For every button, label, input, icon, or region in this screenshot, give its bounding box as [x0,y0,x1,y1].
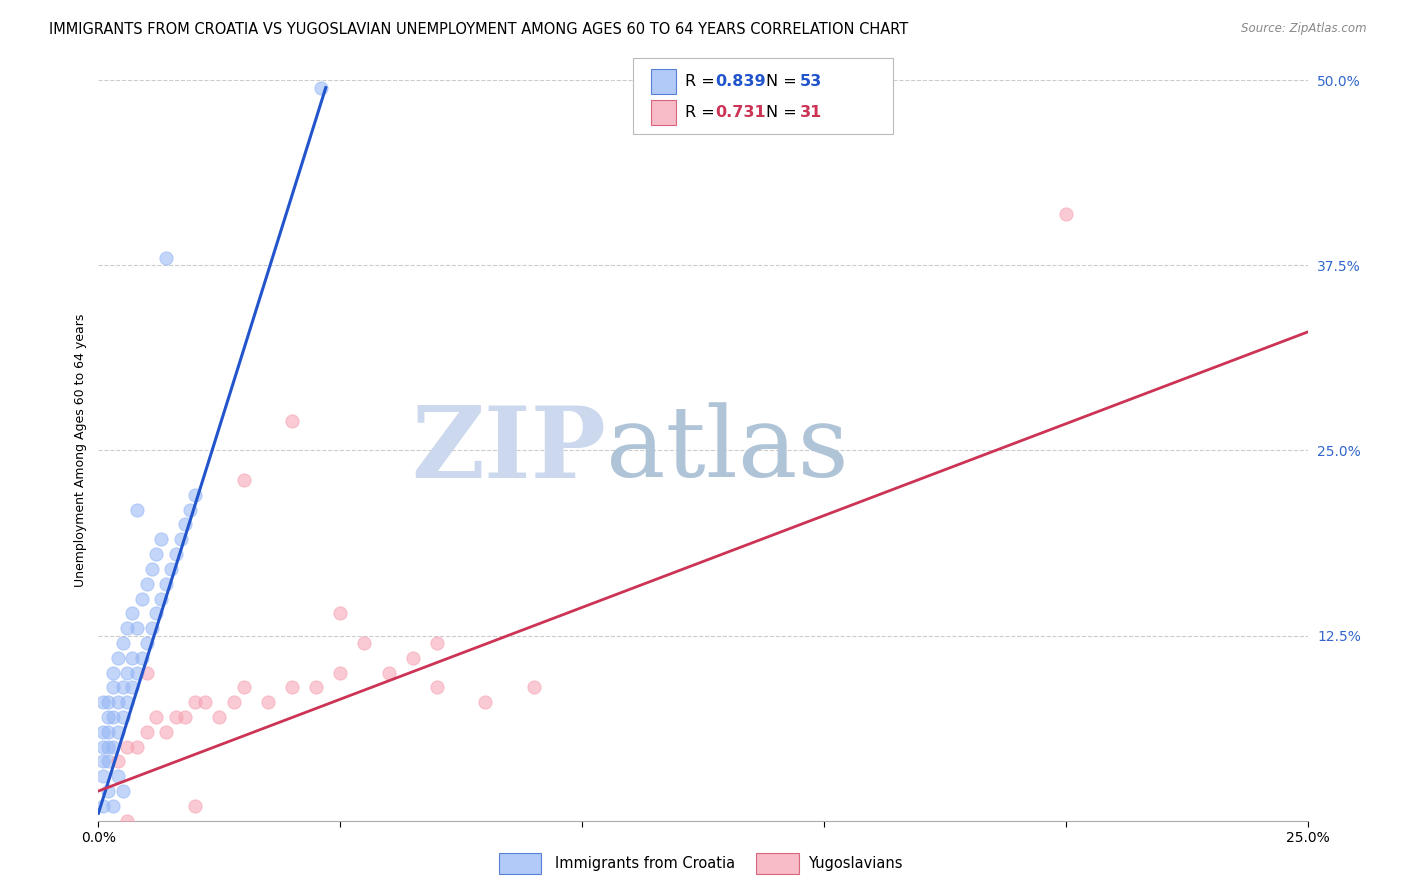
Point [141,621,163,635]
Point [145,547,167,561]
Point [281,681,304,695]
Point [135,576,157,591]
Point [107,650,129,665]
Point [377,665,399,680]
Point [256,695,278,709]
Point [117,739,139,754]
Point [127,502,149,516]
Point [117,695,139,709]
Point [91,695,114,709]
Point [91,798,114,813]
Point [135,724,157,739]
Point [131,591,153,606]
Point [169,533,191,547]
Point [155,724,177,739]
Point [117,621,139,635]
Point [127,665,149,680]
Point [131,650,153,665]
Point [107,724,129,739]
Point [160,562,183,576]
Y-axis label: Unemployment Among Ages 60 to 64 years: Unemployment Among Ages 60 to 64 years [75,314,87,587]
Text: N =: N = [766,105,803,120]
Point [1054,206,1077,220]
Point [101,681,124,695]
Point [101,798,124,813]
Point [150,591,173,606]
Point [141,562,163,576]
Point [184,488,207,502]
Point [117,814,139,828]
Point [121,607,143,621]
Point [107,769,129,783]
Point [91,739,114,754]
Point [523,681,546,695]
Point [309,80,332,95]
Point [117,665,139,680]
Point [91,755,114,769]
Text: R =: R = [685,105,720,120]
Text: 31: 31 [800,105,823,120]
Point [101,739,124,754]
Text: Yugoslavians: Yugoslavians [808,856,903,871]
Text: 0.731: 0.731 [716,105,766,120]
Point [111,784,134,798]
Point [145,710,167,724]
Point [135,665,157,680]
Point [145,607,167,621]
Text: N =: N = [766,74,803,88]
Point [222,695,245,709]
Point [426,636,449,650]
Point [353,636,375,650]
Text: Immigrants from Croatia: Immigrants from Croatia [555,856,735,871]
Point [329,607,352,621]
Point [165,710,187,724]
Point [184,695,207,709]
Point [281,414,304,428]
Point [111,681,134,695]
Text: ZIP: ZIP [412,402,606,499]
Point [97,724,120,739]
Point [174,710,197,724]
Point [184,798,207,813]
Text: atlas: atlas [606,402,849,499]
Point [179,502,201,516]
Point [121,650,143,665]
Point [91,724,114,739]
Point [127,739,149,754]
Point [305,681,328,695]
Point [107,695,129,709]
Point [91,769,114,783]
Text: 0.839: 0.839 [716,74,766,88]
Point [329,665,352,680]
Point [402,650,425,665]
Point [101,710,124,724]
Point [208,710,231,724]
Point [111,636,134,650]
Point [107,755,129,769]
Point [150,533,173,547]
Point [232,681,254,695]
Point [165,547,187,561]
Point [97,784,120,798]
Point [232,473,254,487]
Point [121,681,143,695]
Text: Source: ZipAtlas.com: Source: ZipAtlas.com [1241,22,1367,36]
Point [194,695,217,709]
Point [155,576,177,591]
Point [101,665,124,680]
Point [97,755,120,769]
Point [97,710,120,724]
Text: IMMIGRANTS FROM CROATIA VS YUGOSLAVIAN UNEMPLOYMENT AMONG AGES 60 TO 64 YEARS CO: IMMIGRANTS FROM CROATIA VS YUGOSLAVIAN U… [49,22,908,37]
Point [474,695,496,709]
Point [111,710,134,724]
Point [127,621,149,635]
Text: R =: R = [685,74,720,88]
Point [135,636,157,650]
Text: 53: 53 [800,74,823,88]
Point [155,251,177,265]
Point [97,739,120,754]
Point [426,681,449,695]
Point [97,695,120,709]
Point [174,517,197,532]
